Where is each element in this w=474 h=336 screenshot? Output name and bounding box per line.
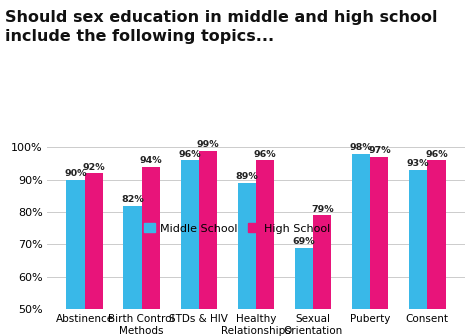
Bar <box>370 157 389 336</box>
Bar <box>295 248 313 336</box>
Bar <box>256 160 274 336</box>
Text: 90%: 90% <box>64 169 87 178</box>
Bar <box>66 180 85 336</box>
Text: 82%: 82% <box>121 195 144 204</box>
Text: 69%: 69% <box>292 237 315 246</box>
Bar <box>409 170 427 336</box>
Text: 96%: 96% <box>254 150 276 159</box>
Text: 96%: 96% <box>178 150 201 159</box>
Bar <box>199 151 217 336</box>
Bar <box>427 160 446 336</box>
Text: 97%: 97% <box>368 146 391 156</box>
Text: 94%: 94% <box>139 156 162 165</box>
Text: 93%: 93% <box>407 159 429 168</box>
Text: 99%: 99% <box>197 140 219 149</box>
Text: Should sex education in middle and high school
include the following topics...: Should sex education in middle and high … <box>5 10 437 44</box>
Bar <box>352 154 370 336</box>
Legend: Middle School, High School: Middle School, High School <box>139 219 335 238</box>
Bar <box>237 183 256 336</box>
Text: 98%: 98% <box>350 143 373 152</box>
Text: 92%: 92% <box>82 163 105 172</box>
Bar <box>123 206 142 336</box>
Bar <box>85 173 103 336</box>
Text: 89%: 89% <box>236 172 258 181</box>
Text: 96%: 96% <box>425 150 448 159</box>
Bar <box>181 160 199 336</box>
Bar <box>313 215 331 336</box>
Text: 79%: 79% <box>311 205 334 214</box>
Bar <box>142 167 160 336</box>
